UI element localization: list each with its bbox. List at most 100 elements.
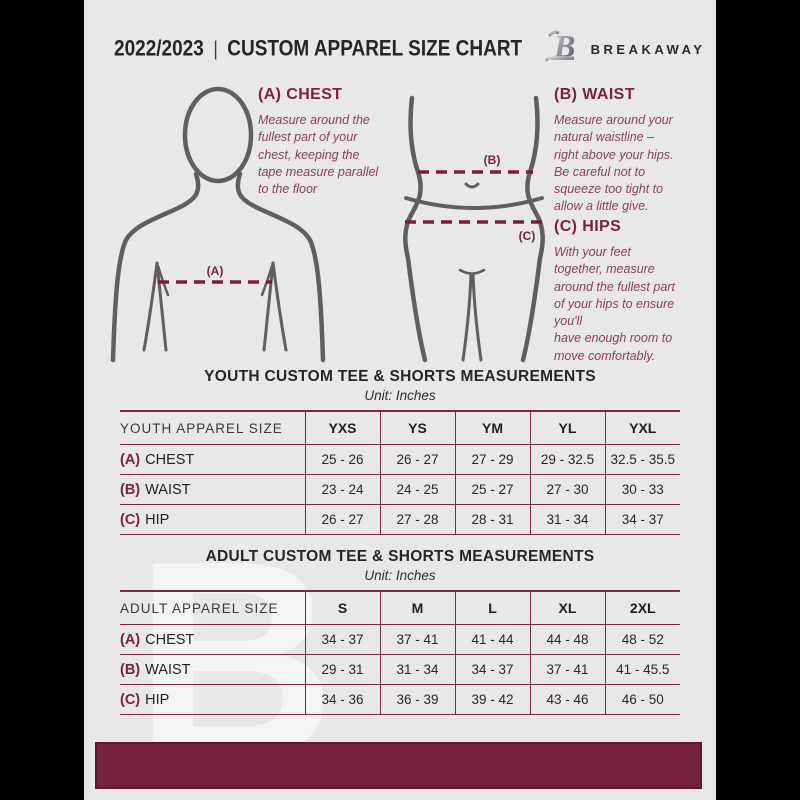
table-row: (B) WAIST 23 - 24 24 - 25 25 - 27 27 - 30…: [120, 474, 680, 505]
title-text: CUSTOM APPAREL SIZE CHART: [227, 36, 523, 62]
row-label-hip: (C) HIP: [120, 504, 305, 535]
size-column-header: YM: [454, 411, 530, 445]
table-header-row: YOUTH APPAREL SIZE YXS YS YM YL YXL: [120, 411, 680, 445]
row-prefix: (C): [120, 511, 141, 528]
page-title: 2022/2023 | CUSTOM APPAREL SIZE CHART: [114, 37, 522, 63]
size-column-header: XL: [529, 591, 605, 625]
table-row: (C) HIP 34 - 36 36 - 39 39 - 42 43 - 46 4…: [120, 684, 680, 715]
measurement-cell: 34 - 37: [604, 504, 680, 535]
measurement-cell: 29 - 32.5: [529, 444, 605, 475]
row-label-text: CHEST: [145, 451, 195, 468]
measurement-cell: 27 - 30: [529, 474, 605, 505]
youth-measurements-section: YOUTH CUSTOM TEE & SHORTS MEASUREMENTS U…: [84, 368, 716, 535]
measurement-cell: 27 - 29: [454, 444, 530, 475]
size-column-header: YL: [529, 411, 605, 445]
row-prefix: (C): [120, 691, 141, 708]
chest-marker-label: (A): [207, 264, 224, 278]
measurement-cell: 39 - 42: [454, 684, 530, 715]
measurement-cell: 29 - 31: [304, 654, 380, 685]
row-prefix: (A): [120, 451, 141, 468]
measurement-cell: 34 - 37: [454, 654, 530, 685]
measurement-cell: 26 - 27: [304, 504, 380, 535]
measurement-cell: 28 - 31: [454, 504, 530, 535]
size-column-header: YXS: [304, 411, 380, 445]
upper-body-figure-icon: (A): [110, 86, 326, 363]
row-prefix: (B): [120, 481, 141, 498]
row-label-text: CHEST: [145, 631, 195, 648]
youth-size-label-header: YOUTH APPAREL SIZE: [120, 411, 305, 445]
size-chart-page: B 2022/2023 | CUSTOM APPAREL SIZE CHART …: [84, 0, 716, 800]
measurement-cell: 23 - 24: [304, 474, 380, 505]
svg-text:B: B: [553, 28, 575, 64]
measurement-cell: 30 - 33: [604, 474, 680, 505]
title-separator: |: [213, 37, 218, 61]
measurement-cell: 24 - 25: [379, 474, 455, 505]
hips-marker-label: (C): [519, 229, 536, 243]
youth-size-table: YOUTH APPAREL SIZE YXS YS YM YL YXL (A) C…: [120, 410, 680, 535]
waist-guide: (B) WAIST Measure around your natural wa…: [554, 86, 708, 216]
page-header: 2022/2023 | CUSTOM APPAREL SIZE CHART B: [114, 26, 702, 73]
measurement-cell: 36 - 39: [379, 684, 455, 715]
measurement-cell: 25 - 27: [454, 474, 530, 505]
adult-size-table: ADULT APPAREL SIZE S M L XL 2XL (A) CHEST…: [120, 590, 680, 715]
brand-lockup: B BREAKAWAY: [544, 26, 706, 73]
waist-marker-label: (B): [484, 153, 501, 167]
row-label-text: HIP: [145, 691, 170, 708]
measurement-cell: 44 - 48: [529, 624, 605, 655]
row-prefix: (A): [120, 631, 141, 648]
measurement-cell: 34 - 36: [304, 684, 380, 715]
adult-measurements-section: ADULT CUSTOM TEE & SHORTS MEASUREMENTS U…: [84, 548, 716, 715]
row-label-hip: (C) HIP: [120, 684, 305, 715]
row-label-waist: (B) WAIST: [120, 474, 305, 505]
size-column-header: YS: [379, 411, 455, 445]
measurement-cell: 32.5 - 35.5: [604, 444, 680, 475]
lower-body-figure-icon: (B) (C): [403, 95, 545, 363]
measurement-cell: 27 - 28: [379, 504, 455, 535]
row-label-chest: (A) CHEST: [120, 444, 305, 475]
measurement-cell: 25 - 26: [304, 444, 380, 475]
youth-section-title: YOUTH CUSTOM TEE & SHORTS MEASUREMENTS: [204, 368, 596, 385]
adult-size-label-header: ADULT APPAREL SIZE: [120, 591, 305, 625]
row-label-text: HIP: [145, 511, 170, 528]
chest-guide-description: Measure around the fullest part of your …: [258, 113, 379, 196]
measurement-cell: 48 - 52: [604, 624, 680, 655]
measurement-cell: 31 - 34: [379, 654, 455, 685]
row-label-waist: (B) WAIST: [120, 654, 305, 685]
size-column-header: S: [304, 591, 380, 625]
adult-section-unit: Unit: Inches: [364, 568, 436, 583]
measurement-cell: 26 - 27: [379, 444, 455, 475]
hips-guide-description: With your feet together, measure around …: [554, 245, 675, 363]
measurement-cell: 34 - 37: [304, 624, 380, 655]
waist-guide-heading: (B) WAIST: [554, 86, 635, 103]
row-label-text: WAIST: [145, 661, 191, 678]
table-row: (A) CHEST 25 - 26 26 - 27 27 - 29 29 - 32…: [120, 444, 680, 475]
row-label-chest: (A) CHEST: [120, 624, 305, 655]
table-row: (B) WAIST 29 - 31 31 - 34 34 - 37 37 - 41…: [120, 654, 680, 685]
chest-guide: (A) CHEST Measure around the fullest par…: [258, 86, 410, 198]
adult-section-title: ADULT CUSTOM TEE & SHORTS MEASUREMENTS: [205, 548, 595, 565]
measurement-cell: 41 - 45.5: [604, 654, 680, 685]
chest-guide-heading: (A) CHEST: [258, 86, 343, 103]
title-year: 2022/2023: [114, 36, 204, 62]
youth-section-unit: Unit: Inches: [364, 388, 436, 403]
size-column-header: 2XL: [604, 591, 680, 625]
hips-guide: (C) HIPS With your feet together, measur…: [554, 218, 714, 365]
row-prefix: (B): [120, 661, 141, 678]
measurement-cell: 41 - 44: [454, 624, 530, 655]
table-row: (C) HIP 26 - 27 27 - 28 28 - 31 31 - 34 3…: [120, 504, 680, 535]
waist-guide-description: Measure around your natural waistline – …: [554, 113, 674, 214]
size-column-header: M: [379, 591, 455, 625]
measurement-cell: 37 - 41: [379, 624, 455, 655]
measuring-guide: (A) (B) (C) (A) CHEST Measure around the…: [84, 0, 716, 370]
table-header-row: ADULT APPAREL SIZE S M L XL 2XL: [120, 591, 680, 625]
measurement-cell: 43 - 46: [529, 684, 605, 715]
footer-bar: [95, 742, 702, 789]
size-column-header: L: [454, 591, 530, 625]
size-column-header: YXL: [604, 411, 680, 445]
measurement-cell: 31 - 34: [529, 504, 605, 535]
table-row: (A) CHEST 34 - 37 37 - 41 41 - 44 44 - 48…: [120, 624, 680, 655]
row-label-text: WAIST: [145, 481, 191, 498]
measurement-cell: 37 - 41: [529, 654, 605, 685]
brand-name: BREAKAWAY: [590, 42, 706, 57]
hips-guide-heading: (C) HIPS: [554, 218, 622, 235]
